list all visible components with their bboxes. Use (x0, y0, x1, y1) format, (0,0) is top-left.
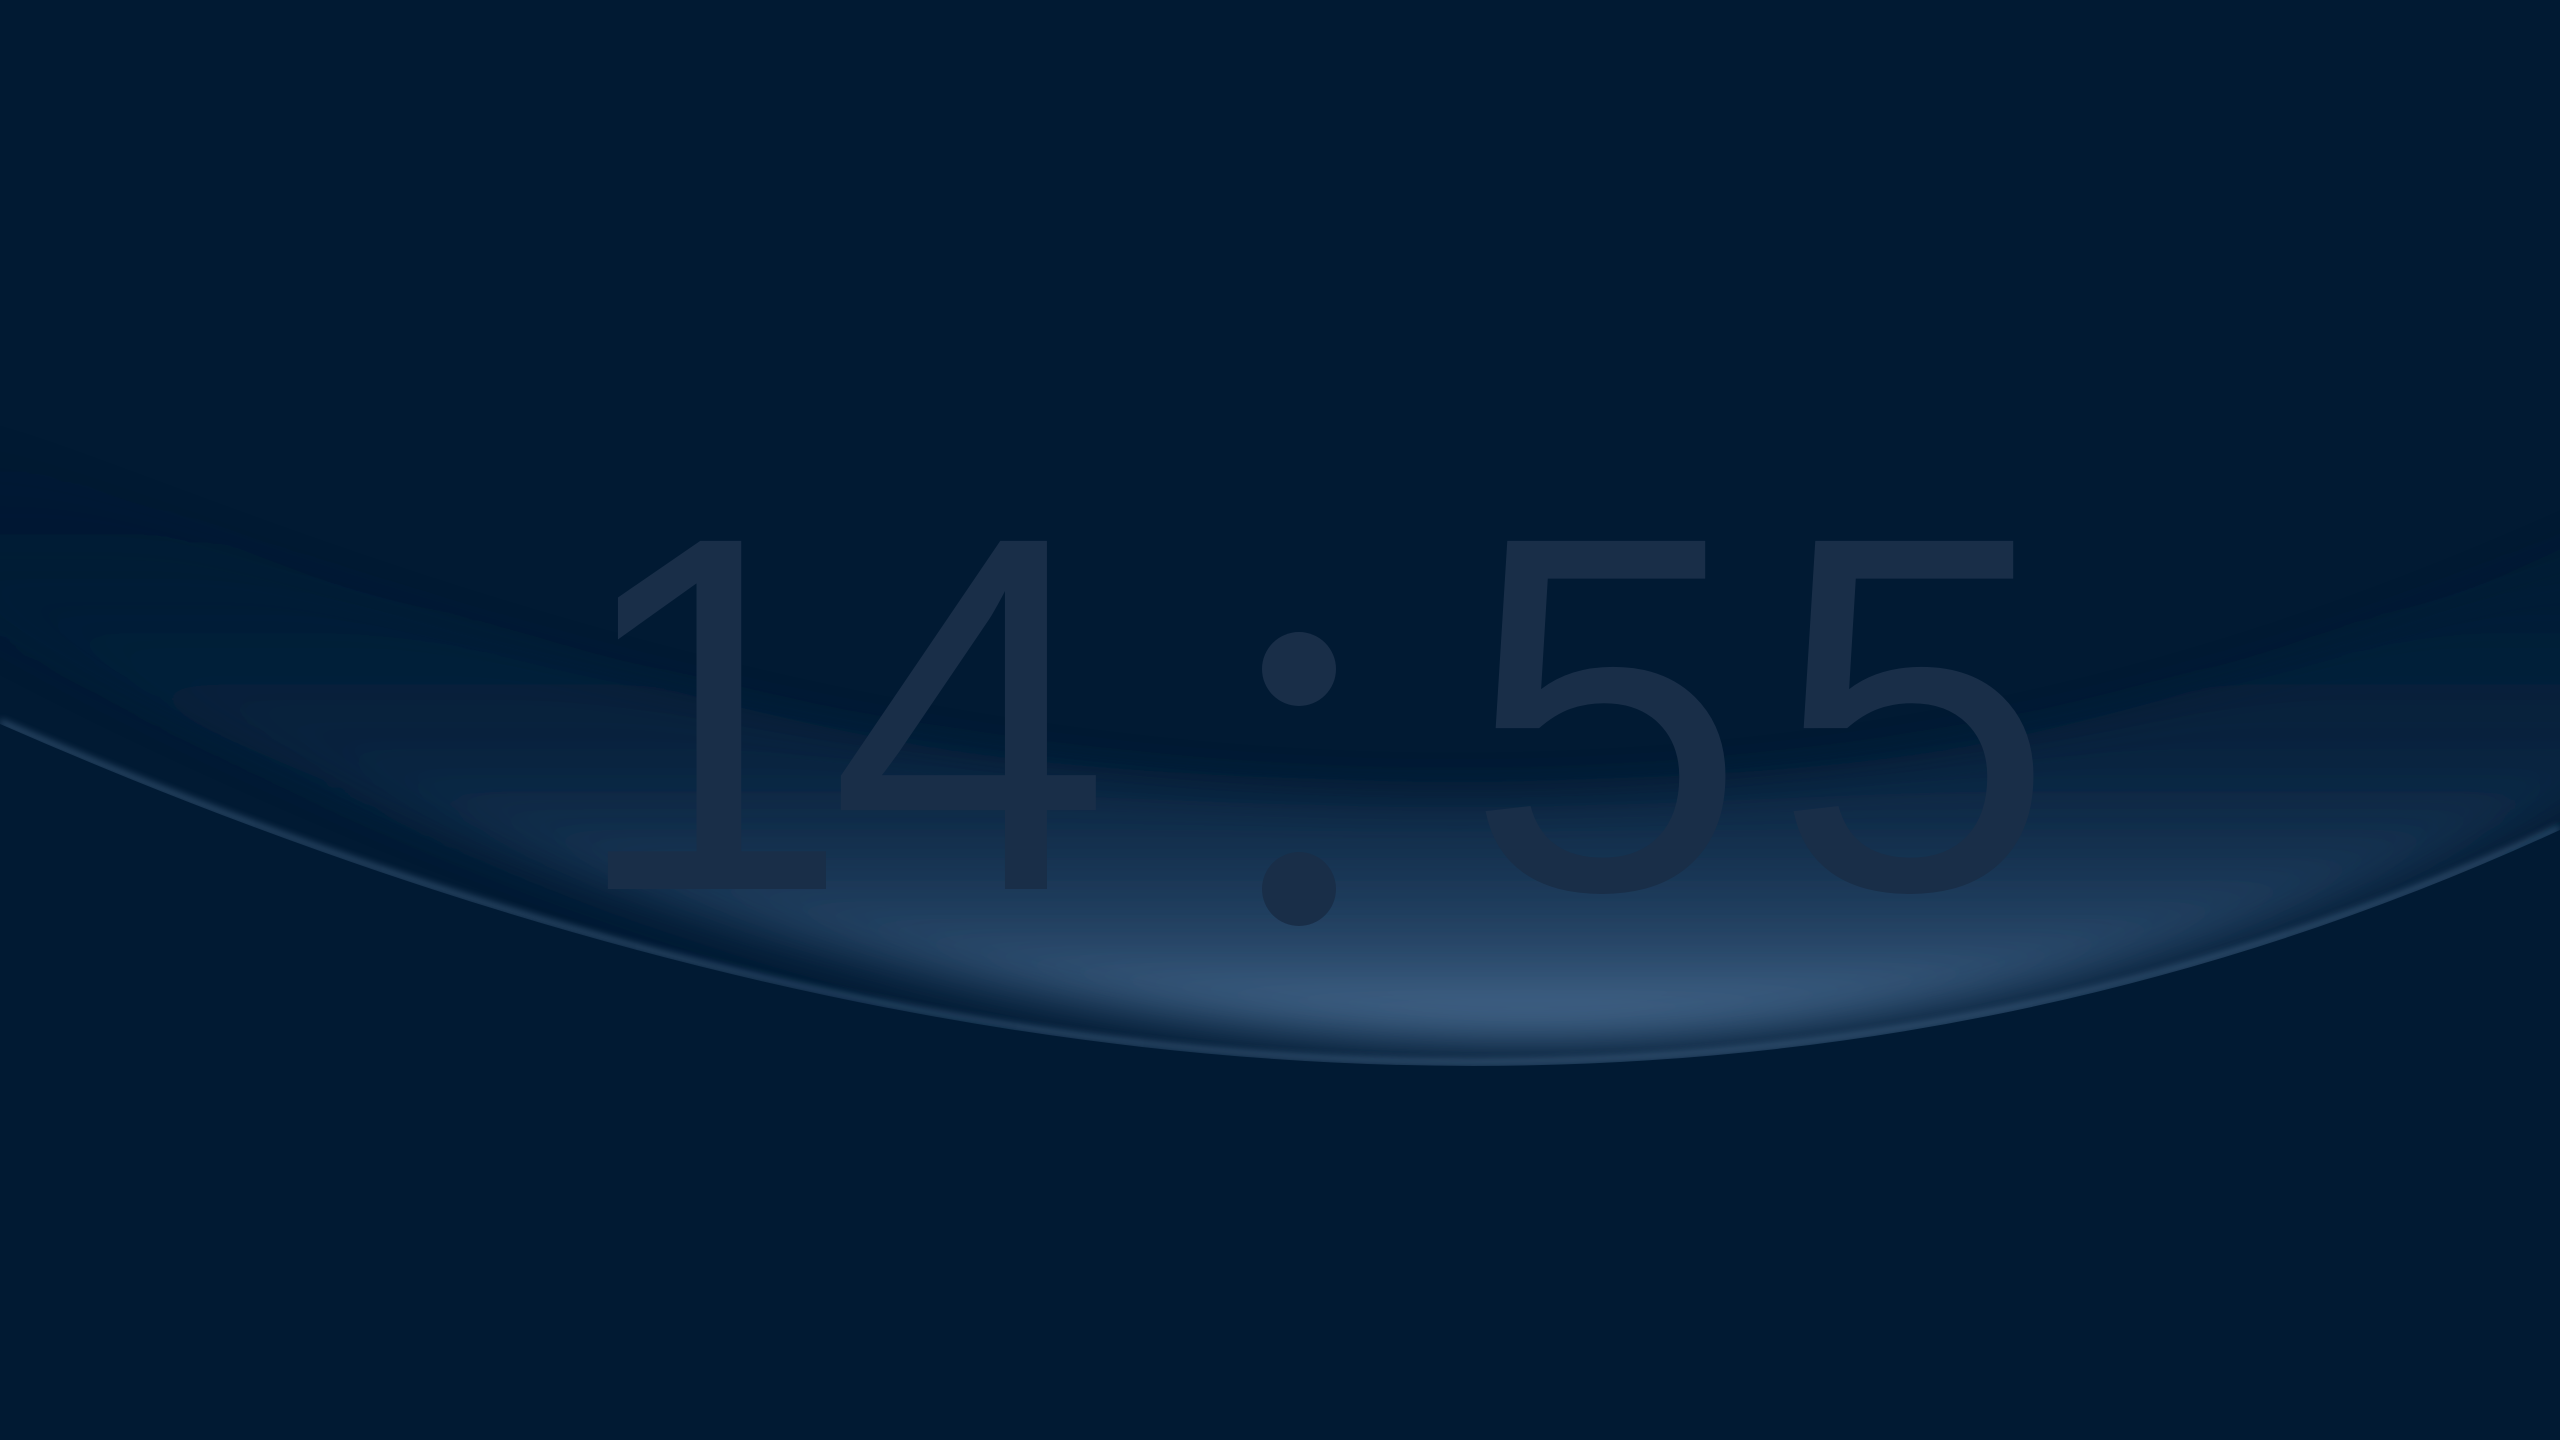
clock-minute-tens-digit: 5 (1465, 432, 1747, 997)
horizon-rim-line (0, 720, 2560, 1064)
planet-body (0, 724, 2560, 1440)
horizon-glow-haze (0, 447, 2560, 1041)
colon-dot-top (1262, 632, 1336, 706)
clock-hour-tens-digit: 1 (569, 432, 851, 997)
colon-dot-bottom (1262, 852, 1336, 926)
clock-minute-ones-digit: 5 (1773, 432, 2055, 997)
clock-hour-ones-digit: 4 (829, 432, 1111, 997)
clock-colon-separator (1262, 632, 1336, 926)
